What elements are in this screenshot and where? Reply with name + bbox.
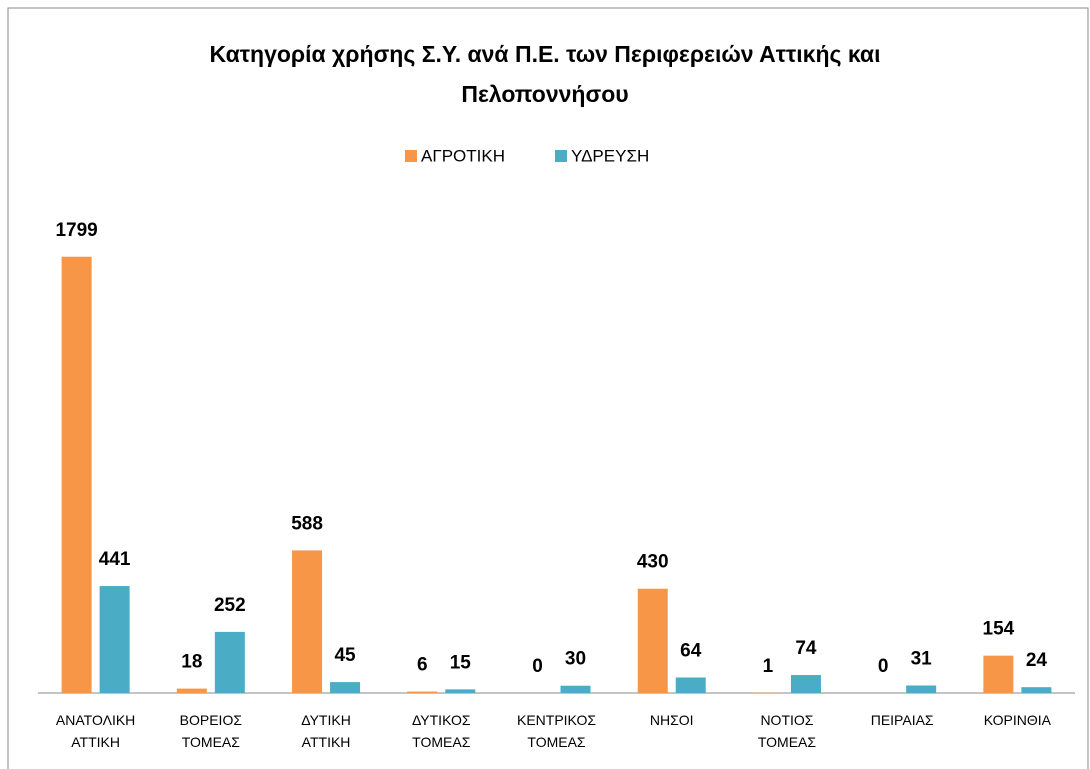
data-label: 154 — [983, 619, 1015, 640]
bar — [330, 682, 361, 693]
bar — [790, 675, 821, 693]
bar — [637, 588, 668, 693]
data-label: 252 — [214, 595, 246, 616]
bar — [675, 677, 706, 693]
x-tick-label: ΝΟΤΙΟΣ ΤΟΜΕΑΣ — [757, 712, 817, 750]
data-label: 31 — [911, 648, 933, 669]
data-label: 1 — [763, 656, 774, 677]
data-label: 74 — [795, 638, 817, 659]
bar — [292, 550, 323, 693]
x-tick-label: ΒΟΡΕΙΟΣ ΤΟΜΕΑΣ — [179, 712, 242, 750]
bar — [560, 685, 591, 693]
bar — [61, 256, 92, 693]
x-tick-label: ΔΥΤΙΚΗ ΑΤΤΙΚΗ — [301, 712, 351, 750]
legend-label: ΑΓΡΟΤΙΚΗ — [421, 146, 505, 165]
x-tick-label: ΝΗΣΟΙ — [649, 712, 694, 728]
data-label: 30 — [565, 649, 586, 670]
bar — [176, 688, 207, 693]
x-tick-label: ΔΥΤΙΚΟΣ ΤΟΜΕΑΣ — [411, 712, 471, 750]
data-label: 6 — [417, 655, 428, 676]
data-label: 430 — [637, 552, 669, 573]
bar — [445, 689, 476, 693]
bar — [906, 685, 937, 693]
data-label: 588 — [291, 513, 323, 534]
data-label: 64 — [680, 640, 702, 661]
x-tick-label: ΚΟΡΙΝΘΙΑ — [983, 712, 1051, 728]
bar — [983, 655, 1014, 693]
chart-title: Κατηγορία χρήσης Σ.Υ. ανά Π.Ε. των Περιφ… — [209, 41, 881, 107]
data-label: 18 — [181, 652, 202, 673]
legend-swatch — [555, 150, 567, 162]
x-tick-label: ΑΝΑΤΟΛΙΚΗ ΑΤΤΙΚΗ — [55, 712, 136, 750]
data-label: 441 — [99, 549, 131, 570]
bar — [407, 691, 438, 693]
x-tick-label: ΚΕΝΤΡΙΚΟΣ ΤΟΜΕΑΣ — [516, 712, 597, 750]
x-tick-label: ΠΕΙΡΑΙΑΣ — [870, 712, 934, 728]
data-label: 1799 — [55, 220, 97, 241]
legend-label: ΥΔΡΕΥΣΗ — [571, 146, 649, 165]
chart-border — [7, 7, 1089, 769]
data-label: 0 — [532, 656, 543, 677]
data-label: 15 — [450, 652, 472, 673]
bar — [214, 631, 245, 693]
data-label: 0 — [878, 656, 889, 677]
legend-swatch — [405, 150, 417, 162]
bar — [99, 586, 130, 693]
data-label: 24 — [1026, 650, 1048, 671]
data-label: 45 — [334, 645, 356, 666]
bar — [1021, 687, 1052, 693]
